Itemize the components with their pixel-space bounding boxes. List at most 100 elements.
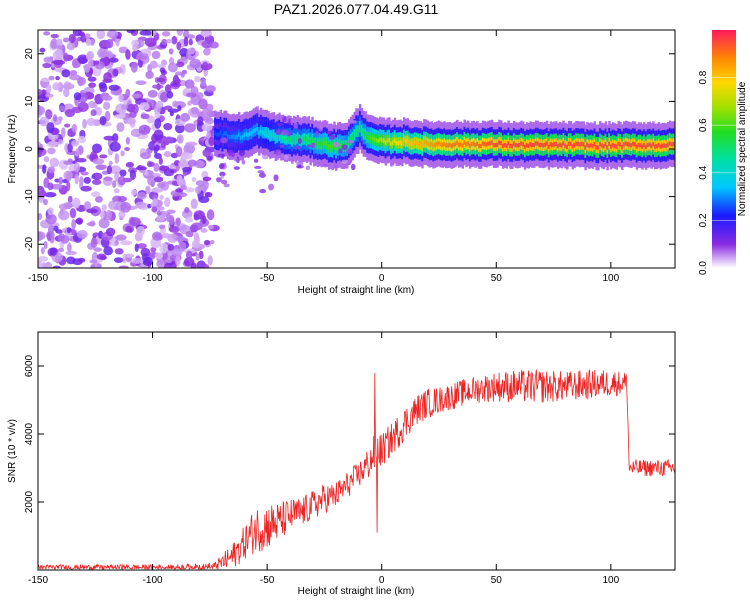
spectrogram-ytick-label: -20	[24, 237, 35, 252]
noise-blob	[124, 253, 135, 258]
ridge-segment	[639, 143, 642, 148]
noise-blob	[158, 224, 166, 230]
ridge-segment	[547, 144, 551, 150]
signal-scatter-blob	[350, 163, 356, 171]
noise-blob	[42, 198, 48, 206]
snr-xtick-label: -150	[28, 575, 48, 586]
noise-blob	[46, 84, 52, 94]
ridge-segment	[291, 138, 294, 144]
noise-blob	[118, 93, 124, 103]
noise-blob	[207, 255, 213, 266]
noise-blob	[145, 185, 151, 195]
ridge-segment	[538, 142, 541, 148]
ridge-segment	[325, 141, 329, 147]
noise-blob	[114, 239, 119, 246]
noise-blob	[80, 185, 92, 192]
noise-blob	[120, 240, 133, 246]
noise-blob	[46, 122, 55, 134]
noise-blob	[191, 177, 197, 182]
noise-blob	[45, 109, 53, 120]
noise-blob	[139, 102, 150, 111]
noise-blob	[85, 38, 92, 47]
ridge-segment	[225, 131, 228, 136]
ridge-segment	[588, 143, 591, 149]
ridge-segment	[445, 143, 448, 148]
ridge-segment	[511, 143, 514, 149]
noise-blob	[159, 194, 164, 200]
ridge-segment	[362, 131, 366, 136]
noise-blob	[65, 250, 77, 256]
noise-blob	[135, 55, 148, 60]
noise-blob	[94, 173, 102, 180]
noise-blob	[106, 165, 113, 175]
signal-scatter-blob	[274, 149, 282, 156]
noise-blob	[71, 123, 78, 133]
noise-blob	[57, 247, 65, 253]
ridge-segment	[346, 143, 349, 148]
noise-blob	[112, 68, 119, 77]
ridge-segment	[457, 142, 461, 147]
noise-blob	[96, 30, 106, 40]
colorbar-ticks: 0.0 0.2 0.4 0.6 0.8	[698, 70, 736, 275]
noise-blob	[210, 239, 215, 245]
ridge-segment	[657, 142, 661, 148]
ridge-segment	[393, 138, 397, 143]
noise-blob	[183, 143, 196, 155]
noise-blob	[184, 79, 195, 89]
noise-blob	[154, 111, 161, 119]
noise-blob	[134, 243, 139, 252]
noise-blob	[156, 77, 166, 83]
ridge-segment	[428, 142, 432, 147]
ridge-segment	[239, 135, 243, 140]
noise-blob	[75, 157, 87, 163]
noise-blob	[176, 174, 183, 186]
noise-blob	[73, 92, 82, 101]
noise-blob	[155, 100, 164, 109]
ridge-segment	[217, 132, 221, 137]
ridge-segment	[525, 142, 529, 148]
noise-blob	[105, 227, 116, 237]
noise-blob	[83, 63, 91, 73]
noise-blob	[177, 105, 182, 112]
ridge-segment	[223, 131, 226, 136]
noise-blob	[202, 149, 211, 158]
noise-blob	[126, 30, 136, 34]
signal-scatter-blob	[306, 144, 312, 148]
ridge-segment	[465, 142, 468, 147]
colorbar-tick-label: 0.0	[698, 261, 709, 275]
noise-blob	[190, 222, 203, 231]
ridge-segment	[349, 137, 353, 142]
noise-blob	[103, 135, 115, 141]
ridge-segment	[452, 143, 455, 148]
ridge-segment	[505, 143, 508, 148]
signal-scatter-blob	[288, 118, 292, 125]
noise-blob	[175, 188, 184, 193]
ridge-segment	[404, 139, 408, 144]
noise-blob	[169, 110, 174, 117]
noise-blob	[117, 175, 126, 186]
noise-blob	[72, 106, 83, 114]
noise-blob	[76, 229, 88, 239]
spectrogram-ytick-label: 20	[24, 48, 35, 60]
noise-blob	[91, 191, 101, 198]
noise-blob	[205, 191, 213, 198]
ridge-segment	[278, 133, 281, 138]
noise-blob	[125, 225, 133, 233]
ridge-segment	[485, 142, 488, 147]
ridge-segment	[215, 132, 219, 137]
signal-scatter-blob	[216, 177, 222, 183]
ridge-segment	[327, 144, 331, 150]
ridge-segment	[571, 144, 574, 149]
noise-blob	[92, 158, 105, 165]
ridge-segment	[443, 141, 446, 147]
noise-blob	[140, 113, 150, 120]
noise-blob	[106, 38, 114, 49]
ridge-segment	[633, 142, 637, 147]
noise-blob	[38, 105, 45, 116]
noise-blob	[49, 224, 55, 230]
noise-blob	[120, 201, 131, 213]
ridge-segment	[459, 142, 463, 147]
noise-blob	[151, 231, 163, 241]
ridge-segment	[483, 141, 486, 147]
